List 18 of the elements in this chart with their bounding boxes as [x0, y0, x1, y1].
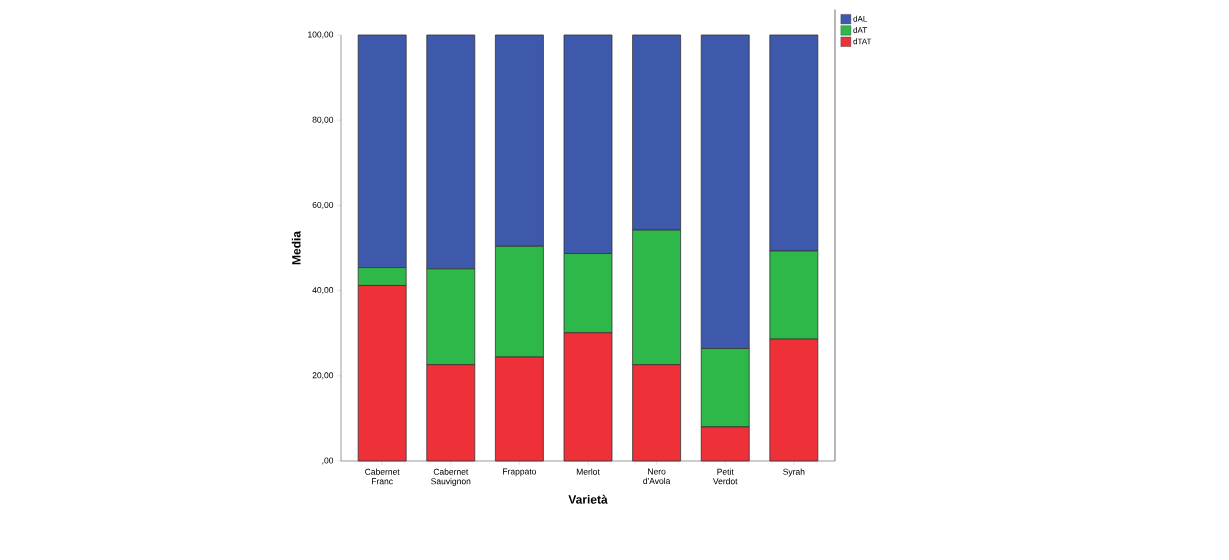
x-tick-label: Cabernet Sauvignon [431, 468, 471, 486]
y-tick-label: 20,00 [312, 372, 334, 380]
x-tick-label: Frappato [503, 468, 537, 477]
y-tick-label: 80,00 [312, 116, 334, 124]
x-tick-label: Cabernet Franc [365, 468, 400, 485]
x-tick-label: Syrah [783, 468, 805, 477]
y-tick-label: ,00 [322, 457, 334, 465]
y-tick-label: 40,00 [312, 287, 334, 295]
x-tick-label: Merlot [576, 468, 600, 475]
x-tick-label: Nero d'Avola [643, 468, 671, 484]
x-axis-title: Varietà [568, 494, 608, 504]
y-tick-label: 60,00 [312, 201, 334, 209]
legend-label: dAL [853, 15, 868, 22]
legend-label: dAT [853, 27, 867, 33]
x-tick-label: Petit Verdot [712, 468, 738, 485]
y-axis-title: Media [291, 230, 301, 265]
y-tick-label: 100,00 [308, 31, 334, 39]
legend-label: dTAT [853, 38, 872, 45]
